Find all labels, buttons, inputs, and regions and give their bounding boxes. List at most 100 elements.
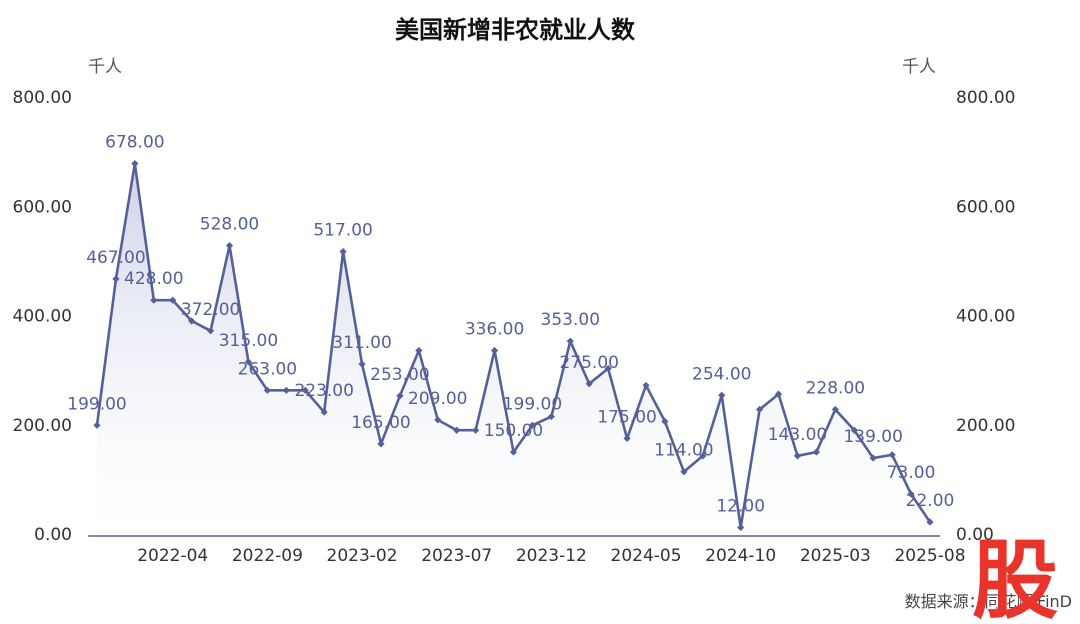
data-point	[926, 518, 934, 526]
y-tick-right: 800.00	[956, 88, 1015, 108]
x-tick-label: 2023-02	[327, 546, 398, 566]
chart-title: 美国新增非农就业人数	[395, 16, 635, 44]
data-label: 22.00	[906, 491, 955, 511]
left-axis-unit: 千人	[88, 57, 122, 77]
data-label: 311.00	[332, 333, 391, 353]
data-label: 263.00	[238, 359, 297, 379]
data-label: 678.00	[105, 133, 164, 153]
y-tick-right: 400.00	[956, 307, 1015, 327]
data-label: 353.00	[541, 310, 600, 330]
y-tick-right: 200.00	[956, 416, 1015, 436]
data-point	[528, 421, 537, 429]
data-point	[642, 381, 650, 390]
data-point	[585, 380, 593, 388]
data-point	[339, 247, 347, 256]
data-point	[150, 296, 158, 304]
x-tick-label: 2025-03	[800, 546, 871, 566]
data-point	[793, 452, 802, 460]
data-point	[377, 440, 385, 448]
data-point	[623, 434, 631, 443]
x-tick-label: 2022-04	[137, 546, 208, 566]
data-label: 143.00	[768, 425, 827, 445]
x-tick-label: 2025-08	[894, 546, 965, 566]
data-label: 467.00	[86, 248, 145, 268]
y-tick-left: 800.00	[13, 88, 72, 108]
data-point	[282, 386, 290, 394]
data-point	[888, 451, 896, 459]
logo-glyph: 股	[972, 531, 1058, 624]
data-point	[453, 426, 461, 434]
data-label: 228.00	[806, 378, 865, 398]
y-tick-right: 0.00	[956, 525, 994, 545]
data-point	[263, 386, 271, 394]
x-tick-label: 2023-12	[516, 546, 587, 566]
data-source-note: 数据来源：同花顺iFinD	[904, 592, 1072, 611]
data-point	[737, 523, 745, 532]
data-point	[907, 490, 915, 498]
data-point	[680, 468, 688, 476]
data-label: 209.00	[408, 389, 467, 409]
brand-logo: 股	[972, 531, 1058, 624]
x-tick-label: 2024-10	[705, 546, 776, 566]
data-point	[320, 408, 328, 416]
data-label: 315.00	[219, 331, 278, 351]
data-point	[131, 160, 139, 168]
x-tick-label: 2022-09	[232, 546, 303, 566]
right-axis-unit: 千人	[902, 57, 936, 77]
data-point	[169, 296, 177, 304]
data-label: 12.00	[716, 496, 765, 516]
data-label: 175.00	[597, 407, 656, 427]
data-point	[244, 358, 253, 366]
data-point	[774, 390, 783, 398]
data-point	[396, 392, 404, 400]
y-tick-left: 200.00	[13, 416, 72, 436]
data-label: 150.00	[484, 421, 543, 441]
y-tick-left: 600.00	[13, 197, 72, 217]
data-point	[756, 405, 764, 414]
data-label: 428.00	[124, 269, 183, 289]
data-point	[112, 275, 120, 283]
data-point	[831, 405, 839, 414]
data-point	[699, 452, 707, 460]
data-label: 165.00	[351, 413, 410, 433]
data-label: 253.00	[370, 365, 429, 385]
data-point	[301, 386, 309, 394]
data-point	[661, 417, 669, 426]
data-point	[869, 454, 877, 462]
data-label: 223.00	[294, 381, 353, 401]
data-point	[206, 327, 215, 335]
data-label: 372.00	[181, 300, 240, 320]
data-label: 73.00	[887, 463, 936, 483]
data-label: 199.00	[67, 394, 126, 414]
data-label: 199.00	[503, 394, 562, 414]
data-point	[358, 360, 366, 368]
data-label: 336.00	[465, 319, 524, 339]
data-point	[225, 241, 234, 250]
x-tick-label: 2023-07	[421, 546, 492, 566]
y-tick-right: 600.00	[956, 197, 1015, 217]
data-point	[472, 426, 480, 434]
data-label: 114.00	[654, 441, 713, 461]
data-point	[434, 416, 442, 424]
data-label: 139.00	[843, 427, 902, 447]
x-tick-label: 2024-05	[611, 546, 682, 566]
data-point	[604, 364, 612, 373]
data-point	[490, 346, 499, 355]
data-point	[850, 426, 858, 434]
data-point	[93, 421, 101, 429]
data-point	[415, 346, 423, 355]
data-point	[718, 391, 726, 399]
data-point	[812, 448, 821, 456]
y-tick-left: 0.00	[34, 525, 72, 545]
data-label: 517.00	[313, 221, 372, 241]
data-point	[566, 337, 574, 345]
area-fill	[97, 163, 930, 534]
data-point	[509, 448, 518, 456]
data-label: 275.00	[559, 353, 618, 373]
data-point	[547, 412, 555, 421]
data-label: 254.00	[692, 364, 751, 384]
data-label: 528.00	[200, 215, 259, 235]
y-tick-left: 400.00	[13, 307, 72, 327]
